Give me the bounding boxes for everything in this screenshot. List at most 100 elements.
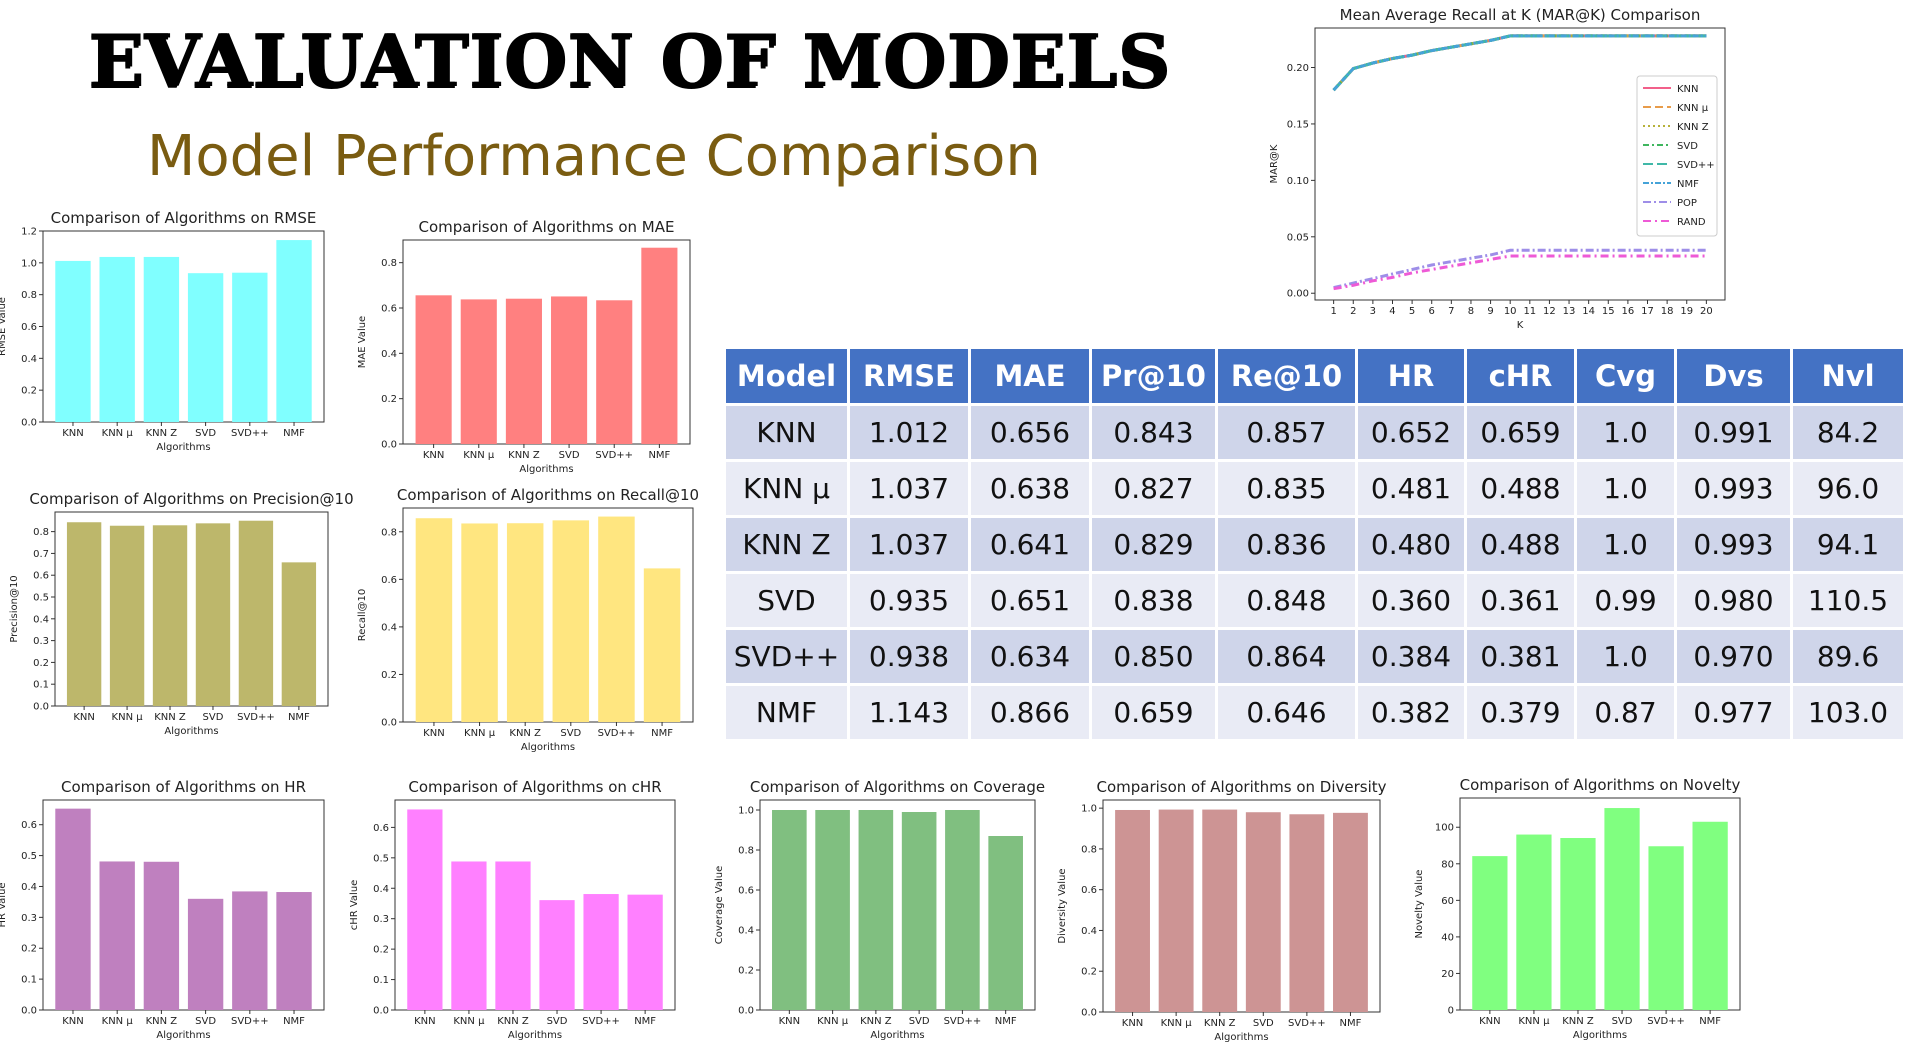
x-axis-label: Algorithms <box>164 726 218 737</box>
table-cell: 89.6 <box>1790 627 1906 686</box>
x-tick-label: KNN <box>1122 1018 1144 1029</box>
x-tick-label: NMF <box>283 428 305 439</box>
y-tick-label: 0.4 <box>33 614 49 625</box>
table-row: KNN 1.012 0.656 0.843 0.857 0.652 0.659 … <box>723 403 1906 462</box>
table-cell: 0.659 <box>1464 403 1577 462</box>
x-axis-label: Algorithms <box>521 742 575 753</box>
y-tick-label: 0.7 <box>33 549 49 560</box>
y-tick-label: 0.6 <box>381 575 397 586</box>
y-tick-label: 1.0 <box>21 258 37 269</box>
x-tick-label: KNN μ <box>1161 1018 1193 1029</box>
x-tick-label: KNN Z <box>497 1016 529 1027</box>
x-tick-label: 11 <box>1523 306 1536 317</box>
y-tick-label: 0.10 <box>1287 176 1309 187</box>
y-tick-label: 0.0 <box>738 1006 754 1017</box>
bar-knn <box>1115 809 1150 1012</box>
chart-title: Comparison of Algorithms on RMSE <box>51 209 317 227</box>
x-tick-label: NMF <box>283 1016 305 1027</box>
table-cell: 0.835 <box>1215 459 1358 518</box>
chart-svg: Mean Average Recall at K (MAR@K) Compari… <box>1269 6 1726 331</box>
x-tick-label: NMF <box>651 728 673 739</box>
bar-svd <box>551 296 588 444</box>
x-tick-label: SVD++ <box>1288 1018 1326 1029</box>
x-tick-label: KNN Z <box>508 450 540 461</box>
x-tick-label: SVD++ <box>582 1016 620 1027</box>
column-header-diversity: Dvs <box>1674 346 1793 406</box>
y-tick-label: 80 <box>1441 859 1454 870</box>
y-tick-label: 0.6 <box>33 571 49 582</box>
bar-knn <box>415 518 453 722</box>
table-cell: 1.0 <box>1574 627 1677 686</box>
x-axis-label: Algorithms <box>1214 1032 1268 1043</box>
plot-frame <box>759 799 1036 1011</box>
table-cell: 1.037 <box>847 515 971 574</box>
y-tick-label: 0.2 <box>21 944 37 955</box>
y-tick-label: 0.0 <box>373 1006 389 1017</box>
x-tick-label: KNN <box>414 1016 436 1027</box>
table-cell: 0.843 <box>1089 403 1218 462</box>
table-cell: 0.980 <box>1674 571 1793 630</box>
table-cell: 0.488 <box>1464 459 1577 518</box>
table-cell: 0.480 <box>1355 515 1467 574</box>
table-cell: 1.143 <box>847 683 971 742</box>
x-tick-label: SVD++ <box>595 450 633 461</box>
legend-label-knn: KNN <box>1677 84 1699 95</box>
bar-nmf <box>276 240 312 422</box>
table-cell: 0.481 <box>1355 459 1467 518</box>
x-tick-label: KNN μ <box>463 450 495 461</box>
table-cell: 0.993 <box>1674 515 1793 574</box>
y-tick-label: 0.6 <box>1081 885 1097 896</box>
legend-label-rand: RAND <box>1677 217 1706 228</box>
legend-label-svd: SVD <box>1677 141 1698 152</box>
x-tick-label: 10 <box>1504 306 1517 317</box>
legend-label-knn: KNN μ <box>1677 103 1709 114</box>
bar-knn <box>55 808 91 1010</box>
y-tick-label: 0.0 <box>21 418 37 429</box>
table-cell: 0.829 <box>1089 515 1218 574</box>
bar-knn-z <box>143 256 180 422</box>
table-cell: 0.977 <box>1674 683 1793 742</box>
table-cell: 1.012 <box>847 403 971 462</box>
table-cell: 0.864 <box>1215 627 1358 686</box>
table-cell: 0.848 <box>1215 571 1358 630</box>
y-tick-label: 0.8 <box>381 258 397 269</box>
y-tick-label: 0 <box>1448 1006 1454 1017</box>
x-tick-label: 5 <box>1409 306 1415 317</box>
bar-svd <box>187 898 224 1010</box>
column-header-precision: Pr@10 <box>1089 346 1218 406</box>
y-tick-label: 0.4 <box>738 926 754 937</box>
x-tick-label: NMF <box>634 1016 656 1027</box>
y-tick-label: 0.8 <box>33 527 49 538</box>
table-cell: 0.634 <box>968 627 1092 686</box>
x-tick-label: KNN μ <box>453 1016 485 1027</box>
table-cell: 0.836 <box>1215 515 1358 574</box>
x-tick-label: KNN Z <box>1562 1016 1594 1027</box>
bar-knn <box>772 810 807 1010</box>
bar-knn <box>815 810 850 1010</box>
chart-title: Comparison of Algorithms on cHR <box>408 778 661 796</box>
x-tick-label: KNN μ <box>1518 1016 1550 1027</box>
y-tick-label: 0.15 <box>1287 119 1309 130</box>
y-tick-label: 0.1 <box>33 680 49 691</box>
x-tick-label: SVD <box>560 728 581 739</box>
x-tick-label: KNN μ <box>464 728 496 739</box>
x-tick-label: SVD <box>559 450 580 461</box>
column-header-recall: Re@10 <box>1215 346 1358 406</box>
y-tick-label: 0.2 <box>381 394 397 405</box>
table-cell: 94.1 <box>1790 515 1906 574</box>
novelty-chart: Comparison of Algorithms on Novelty 0 20 40… <box>1400 774 1745 1041</box>
x-tick-label: SVD <box>1612 1016 1633 1027</box>
table-cell: 0.991 <box>1674 403 1793 462</box>
marak-chart: Mean Average Recall at K (MAR@K) Compari… <box>1245 4 1745 344</box>
bar-nmf <box>1333 812 1368 1012</box>
x-tick-label: 6 <box>1429 306 1435 317</box>
x-tick-label: KNN <box>779 1016 801 1027</box>
coverage-chart: Comparison of Algorithms on Coverage 0.0 0… <box>705 776 1050 1042</box>
y-tick-label: 0.4 <box>21 354 37 365</box>
plot-frame <box>402 239 691 445</box>
table-row: KNN Z 1.037 0.641 0.829 0.836 0.480 0.48… <box>723 515 1906 574</box>
y-tick-label: 0.6 <box>738 886 754 897</box>
chr-chart: Comparison of Algorithms on cHR 0.0 0.1 0.2… <box>349 776 705 1044</box>
hr-chart: Comparison of Algorithms on HR 0.0 0.1 0.2 0… <box>0 776 350 1044</box>
column-header-mae: MAE <box>968 346 1092 406</box>
